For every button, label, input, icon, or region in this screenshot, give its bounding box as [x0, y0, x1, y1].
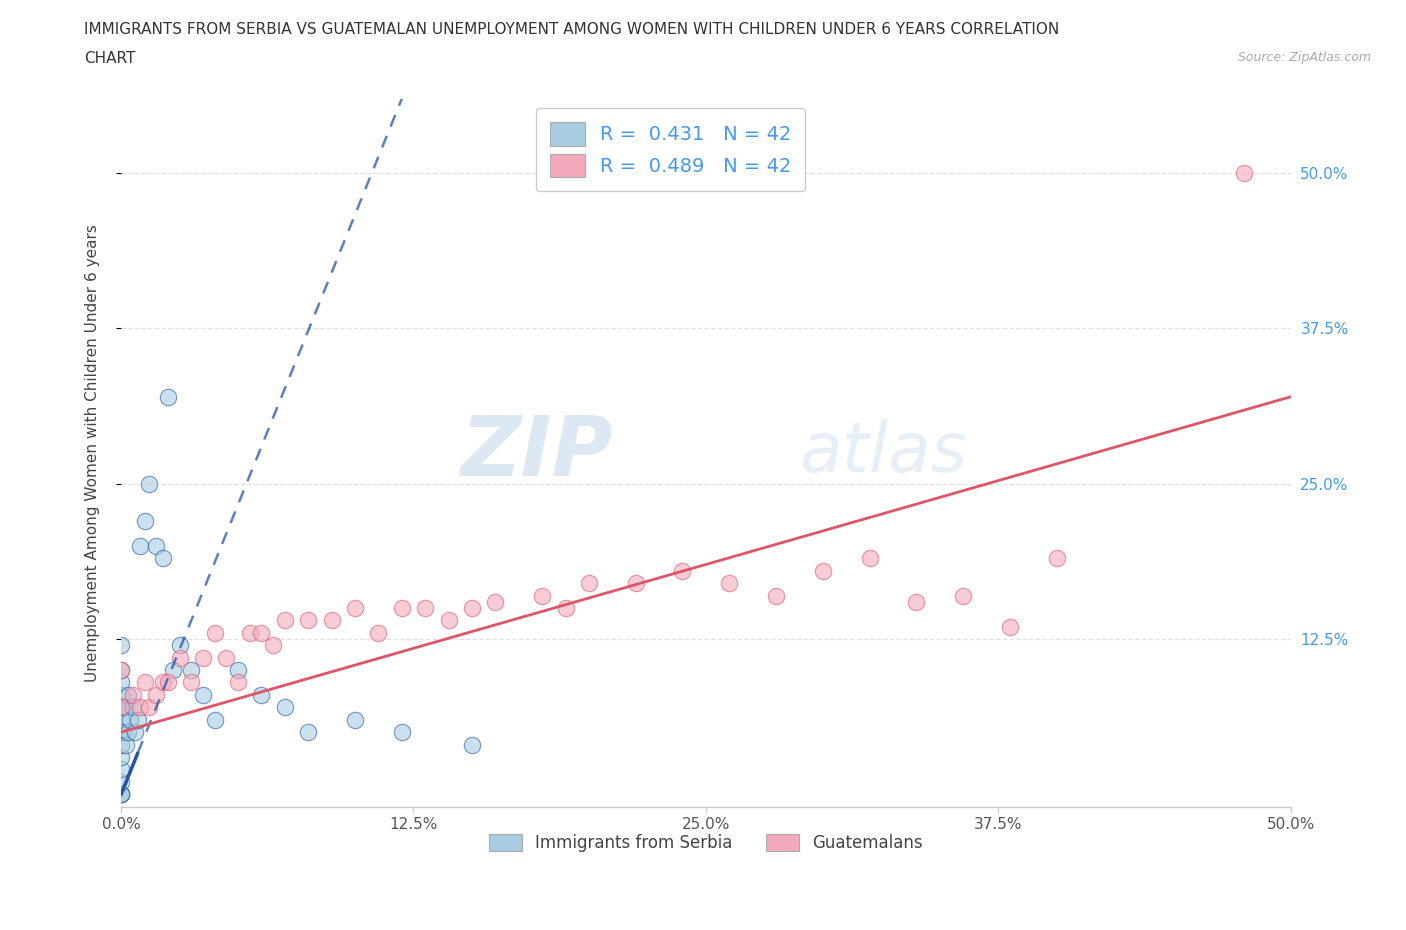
Point	[124, 724, 146, 739]
Point	[391, 601, 413, 616]
Text: CHART: CHART	[84, 51, 136, 66]
Point	[112, 700, 135, 715]
Point	[110, 737, 132, 752]
Point	[128, 700, 150, 715]
Point	[110, 787, 132, 802]
Point	[134, 513, 156, 528]
Text: ZIP: ZIP	[460, 412, 612, 493]
Point	[998, 619, 1021, 634]
Point	[169, 638, 191, 653]
Point	[110, 675, 132, 690]
Point	[114, 737, 136, 752]
Point	[858, 551, 880, 565]
Point	[145, 687, 167, 702]
Point	[204, 712, 226, 727]
Point	[344, 601, 367, 616]
Point	[121, 687, 143, 702]
Point	[250, 687, 273, 702]
Point	[145, 538, 167, 553]
Point	[215, 650, 238, 665]
Point	[117, 724, 139, 739]
Point	[152, 675, 174, 690]
Point	[191, 687, 214, 702]
Point	[1046, 551, 1069, 565]
Point	[297, 724, 319, 739]
Point	[531, 588, 554, 603]
Point	[110, 787, 132, 802]
Point	[226, 675, 249, 690]
Point	[461, 601, 484, 616]
Point	[138, 700, 160, 715]
Text: atlas: atlas	[800, 419, 967, 486]
Text: IMMIGRANTS FROM SERBIA VS GUATEMALAN UNEMPLOYMENT AMONG WOMEN WITH CHILDREN UNDE: IMMIGRANTS FROM SERBIA VS GUATEMALAN UNE…	[84, 22, 1060, 37]
Point	[110, 775, 132, 790]
Point	[391, 724, 413, 739]
Point	[110, 712, 132, 727]
Point	[110, 662, 132, 677]
Point	[110, 787, 132, 802]
Point	[110, 724, 132, 739]
Point	[811, 564, 834, 578]
Point	[367, 625, 389, 640]
Point	[437, 613, 460, 628]
Point	[134, 675, 156, 690]
Point	[204, 625, 226, 640]
Point	[554, 601, 576, 616]
Point	[765, 588, 787, 603]
Point	[250, 625, 273, 640]
Point	[152, 551, 174, 565]
Point	[128, 538, 150, 553]
Point	[952, 588, 974, 603]
Point	[624, 576, 647, 591]
Y-axis label: Unemployment Among Women with Children Under 6 years: Unemployment Among Women with Children U…	[86, 224, 100, 682]
Point	[180, 675, 202, 690]
Point	[121, 700, 143, 715]
Point	[110, 750, 132, 764]
Point	[274, 700, 297, 715]
Point	[138, 476, 160, 491]
Point	[905, 594, 928, 609]
Point	[718, 576, 741, 591]
Point	[110, 762, 132, 777]
Point	[344, 712, 367, 727]
Point	[297, 613, 319, 628]
Text: Source: ZipAtlas.com: Source: ZipAtlas.com	[1237, 51, 1371, 64]
Point	[120, 712, 142, 727]
Point	[110, 687, 132, 702]
Point	[110, 700, 132, 715]
Point	[110, 700, 132, 715]
Point	[578, 576, 600, 591]
Point	[1233, 166, 1256, 180]
Point	[239, 625, 262, 640]
Point	[156, 675, 179, 690]
Point	[461, 737, 484, 752]
Point	[226, 662, 249, 677]
Point	[162, 662, 184, 677]
Point	[112, 724, 135, 739]
Point	[484, 594, 506, 609]
Point	[671, 564, 693, 578]
Point	[413, 601, 436, 616]
Point	[156, 390, 179, 405]
Point	[191, 650, 214, 665]
Point	[127, 712, 149, 727]
Point	[274, 613, 297, 628]
Point	[262, 638, 284, 653]
Point	[110, 638, 132, 653]
Point	[114, 700, 136, 715]
Point	[321, 613, 343, 628]
Point	[180, 662, 202, 677]
Point	[110, 662, 132, 677]
Legend: Immigrants from Serbia, Guatemalans: Immigrants from Serbia, Guatemalans	[482, 827, 929, 858]
Point	[117, 687, 139, 702]
Point	[169, 650, 191, 665]
